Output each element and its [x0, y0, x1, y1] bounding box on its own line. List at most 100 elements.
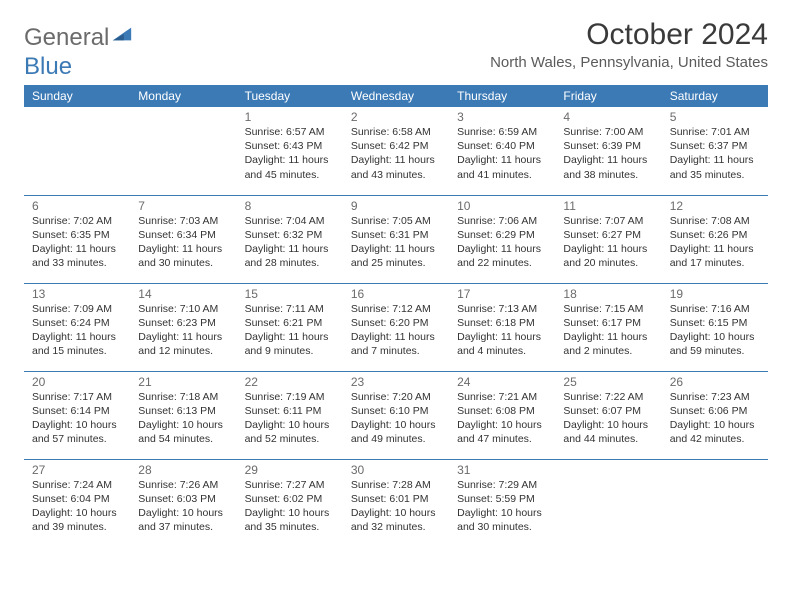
day-number: 25 [563, 375, 655, 389]
day-info: Sunrise: 7:06 AMSunset: 6:29 PMDaylight:… [457, 214, 549, 271]
empty-cell [662, 459, 768, 547]
day-info: Sunrise: 7:04 AMSunset: 6:32 PMDaylight:… [245, 214, 337, 271]
day-info: Sunrise: 7:10 AMSunset: 6:23 PMDaylight:… [138, 302, 230, 359]
day-cell: 12Sunrise: 7:08 AMSunset: 6:26 PMDayligh… [662, 195, 768, 283]
day-header: Thursday [449, 85, 555, 107]
week-row: 27Sunrise: 7:24 AMSunset: 6:04 PMDayligh… [24, 459, 768, 547]
day-number: 15 [245, 287, 337, 301]
day-cell: 13Sunrise: 7:09 AMSunset: 6:24 PMDayligh… [24, 283, 130, 371]
day-number: 4 [563, 110, 655, 124]
day-cell: 30Sunrise: 7:28 AMSunset: 6:01 PMDayligh… [343, 459, 449, 547]
day-info: Sunrise: 7:20 AMSunset: 6:10 PMDaylight:… [351, 390, 443, 447]
day-cell: 27Sunrise: 7:24 AMSunset: 6:04 PMDayligh… [24, 459, 130, 547]
day-cell: 21Sunrise: 7:18 AMSunset: 6:13 PMDayligh… [130, 371, 236, 459]
day-number: 20 [32, 375, 124, 389]
day-number: 27 [32, 463, 124, 477]
week-row: 6Sunrise: 7:02 AMSunset: 6:35 PMDaylight… [24, 195, 768, 283]
logo-triangle-icon [111, 25, 133, 43]
day-number: 7 [138, 199, 230, 213]
day-info: Sunrise: 7:16 AMSunset: 6:15 PMDaylight:… [670, 302, 762, 359]
day-cell: 26Sunrise: 7:23 AMSunset: 6:06 PMDayligh… [662, 371, 768, 459]
day-info: Sunrise: 7:02 AMSunset: 6:35 PMDaylight:… [32, 214, 124, 271]
empty-cell [555, 459, 661, 547]
day-number: 24 [457, 375, 549, 389]
day-header: Sunday [24, 85, 130, 107]
day-header-row: SundayMondayTuesdayWednesdayThursdayFrid… [24, 85, 768, 107]
day-cell: 2Sunrise: 6:58 AMSunset: 6:42 PMDaylight… [343, 107, 449, 195]
day-number: 17 [457, 287, 549, 301]
day-cell: 1Sunrise: 6:57 AMSunset: 6:43 PMDaylight… [237, 107, 343, 195]
day-info: Sunrise: 7:13 AMSunset: 6:18 PMDaylight:… [457, 302, 549, 359]
day-header: Monday [130, 85, 236, 107]
day-number: 28 [138, 463, 230, 477]
day-info: Sunrise: 7:27 AMSunset: 6:02 PMDaylight:… [245, 478, 337, 535]
empty-cell [24, 107, 130, 195]
day-number: 3 [457, 110, 549, 124]
day-info: Sunrise: 7:01 AMSunset: 6:37 PMDaylight:… [670, 125, 762, 182]
week-row: 20Sunrise: 7:17 AMSunset: 6:14 PMDayligh… [24, 371, 768, 459]
day-number: 21 [138, 375, 230, 389]
day-number: 2 [351, 110, 443, 124]
day-info: Sunrise: 7:12 AMSunset: 6:20 PMDaylight:… [351, 302, 443, 359]
calendar-page: General October 2024 North Wales, Pennsy… [0, 0, 792, 557]
day-info: Sunrise: 6:57 AMSunset: 6:43 PMDaylight:… [245, 125, 337, 182]
day-cell: 9Sunrise: 7:05 AMSunset: 6:31 PMDaylight… [343, 195, 449, 283]
day-cell: 7Sunrise: 7:03 AMSunset: 6:34 PMDaylight… [130, 195, 236, 283]
day-cell: 3Sunrise: 6:59 AMSunset: 6:40 PMDaylight… [449, 107, 555, 195]
day-cell: 22Sunrise: 7:19 AMSunset: 6:11 PMDayligh… [237, 371, 343, 459]
day-number: 9 [351, 199, 443, 213]
day-cell: 8Sunrise: 7:04 AMSunset: 6:32 PMDaylight… [237, 195, 343, 283]
day-info: Sunrise: 7:11 AMSunset: 6:21 PMDaylight:… [245, 302, 337, 359]
day-info: Sunrise: 7:05 AMSunset: 6:31 PMDaylight:… [351, 214, 443, 271]
day-info: Sunrise: 7:09 AMSunset: 6:24 PMDaylight:… [32, 302, 124, 359]
day-header: Friday [555, 85, 661, 107]
day-cell: 23Sunrise: 7:20 AMSunset: 6:10 PMDayligh… [343, 371, 449, 459]
day-number: 29 [245, 463, 337, 477]
day-info: Sunrise: 7:15 AMSunset: 6:17 PMDaylight:… [563, 302, 655, 359]
day-info: Sunrise: 7:28 AMSunset: 6:01 PMDaylight:… [351, 478, 443, 535]
day-number: 1 [245, 110, 337, 124]
week-row: 1Sunrise: 6:57 AMSunset: 6:43 PMDaylight… [24, 107, 768, 195]
day-cell: 25Sunrise: 7:22 AMSunset: 6:07 PMDayligh… [555, 371, 661, 459]
day-info: Sunrise: 7:08 AMSunset: 6:26 PMDaylight:… [670, 214, 762, 271]
day-cell: 17Sunrise: 7:13 AMSunset: 6:18 PMDayligh… [449, 283, 555, 371]
day-info: Sunrise: 7:21 AMSunset: 6:08 PMDaylight:… [457, 390, 549, 447]
day-info: Sunrise: 7:07 AMSunset: 6:27 PMDaylight:… [563, 214, 655, 271]
day-number: 19 [670, 287, 762, 301]
day-info: Sunrise: 7:18 AMSunset: 6:13 PMDaylight:… [138, 390, 230, 447]
logo: General [24, 18, 133, 52]
day-number: 6 [32, 199, 124, 213]
day-info: Sunrise: 7:24 AMSunset: 6:04 PMDaylight:… [32, 478, 124, 535]
day-cell: 5Sunrise: 7:01 AMSunset: 6:37 PMDaylight… [662, 107, 768, 195]
day-info: Sunrise: 7:26 AMSunset: 6:03 PMDaylight:… [138, 478, 230, 535]
day-cell: 14Sunrise: 7:10 AMSunset: 6:23 PMDayligh… [130, 283, 236, 371]
day-number: 10 [457, 199, 549, 213]
logo-text-2: Blue [24, 53, 768, 81]
day-cell: 18Sunrise: 7:15 AMSunset: 6:17 PMDayligh… [555, 283, 661, 371]
day-number: 5 [670, 110, 762, 124]
day-cell: 15Sunrise: 7:11 AMSunset: 6:21 PMDayligh… [237, 283, 343, 371]
day-cell: 31Sunrise: 7:29 AMSunset: 5:59 PMDayligh… [449, 459, 555, 547]
calendar-table: SundayMondayTuesdayWednesdayThursdayFrid… [24, 85, 768, 547]
day-info: Sunrise: 7:19 AMSunset: 6:11 PMDaylight:… [245, 390, 337, 447]
day-number: 23 [351, 375, 443, 389]
day-number: 30 [351, 463, 443, 477]
day-header: Wednesday [343, 85, 449, 107]
day-info: Sunrise: 7:29 AMSunset: 5:59 PMDaylight:… [457, 478, 549, 535]
day-number: 18 [563, 287, 655, 301]
day-info: Sunrise: 7:23 AMSunset: 6:06 PMDaylight:… [670, 390, 762, 447]
day-cell: 10Sunrise: 7:06 AMSunset: 6:29 PMDayligh… [449, 195, 555, 283]
logo-text-1: General [24, 24, 109, 52]
day-cell: 19Sunrise: 7:16 AMSunset: 6:15 PMDayligh… [662, 283, 768, 371]
day-info: Sunrise: 6:58 AMSunset: 6:42 PMDaylight:… [351, 125, 443, 182]
day-cell: 6Sunrise: 7:02 AMSunset: 6:35 PMDaylight… [24, 195, 130, 283]
day-number: 11 [563, 199, 655, 213]
day-number: 13 [32, 287, 124, 301]
day-number: 8 [245, 199, 337, 213]
day-cell: 28Sunrise: 7:26 AMSunset: 6:03 PMDayligh… [130, 459, 236, 547]
day-number: 22 [245, 375, 337, 389]
empty-cell [130, 107, 236, 195]
month-title: October 2024 [490, 18, 768, 52]
day-info: Sunrise: 7:03 AMSunset: 6:34 PMDaylight:… [138, 214, 230, 271]
day-header: Saturday [662, 85, 768, 107]
